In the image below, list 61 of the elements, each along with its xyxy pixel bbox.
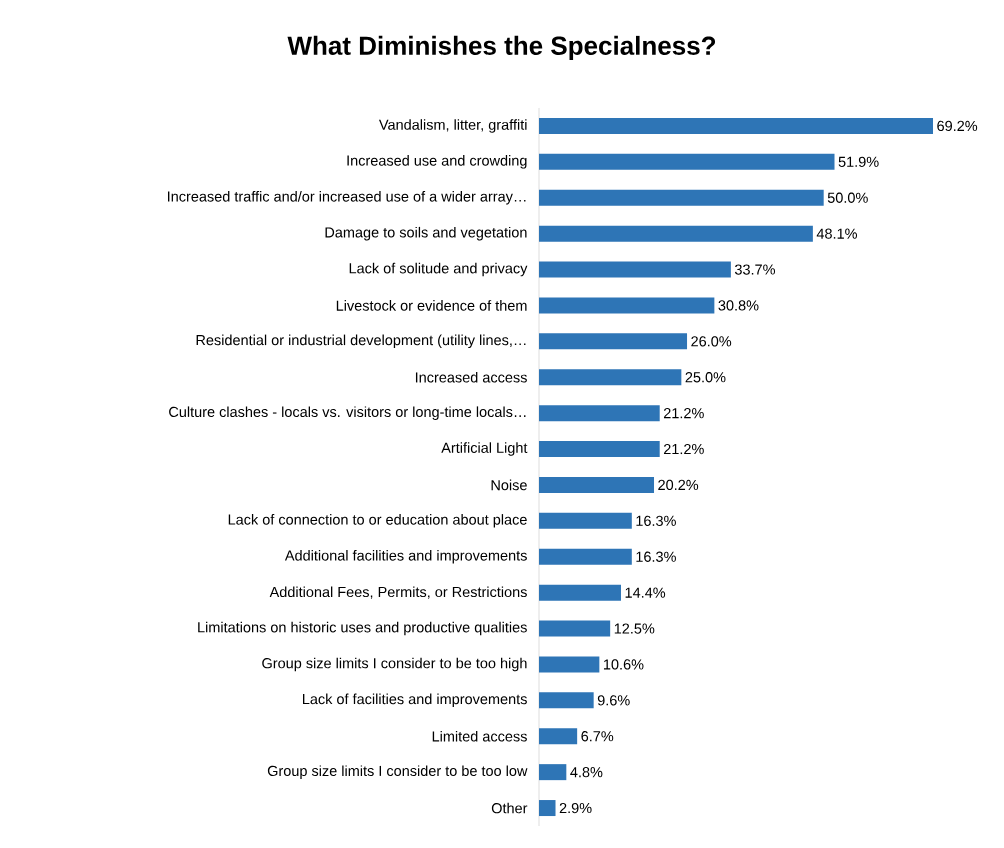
y-tick-label: Additional facilities and improvements — [284, 549, 527, 564]
y-tick-label: Livestock or evidence of them — [336, 300, 527, 311]
y-tick-label: Increased traffic and/or increased use of a wider array… — [168, 190, 526, 205]
y-tick-label: Group size limits I consider to be too low — [267, 765, 528, 779]
chart-title: What Diminishes the Specialness? — [287, 35, 716, 61]
bar — [539, 512, 632, 529]
data-label: 20.2% — [658, 479, 699, 491]
data-label: 14.4% — [625, 587, 666, 598]
y-tick-label: Lack of connection to or education about place — [228, 514, 527, 528]
data-label: 21.2% — [663, 408, 704, 419]
bar — [539, 189, 824, 206]
y-tick-label: Culture clashes - locals vs. visitors or long-time locals… — [169, 406, 526, 420]
bar — [539, 153, 835, 170]
bar — [539, 476, 655, 493]
data-label: 21.2% — [663, 443, 704, 455]
data-label: 4.8% — [570, 767, 603, 778]
y-tick-label: Lack of facilities and improvements — [303, 693, 527, 708]
data-label: 2.9% — [559, 802, 592, 814]
bar — [539, 117, 934, 134]
y-tick-label: Additional Fees, Permits, or Restrictions — [269, 586, 527, 599]
data-label: 26.0% — [691, 336, 732, 347]
data-label: 50.0% — [827, 192, 868, 203]
data-label: 16.3% — [636, 551, 676, 562]
bar — [539, 692, 594, 709]
y-tick-label: Lack of solitude and privacy — [349, 262, 528, 277]
y-tick-label: Damage to soils and vegetation — [325, 226, 527, 241]
y-tick-label: Other — [491, 802, 528, 814]
y-tick-label: Residential or industrial development (utility lines,… — [196, 334, 526, 349]
bar — [539, 225, 813, 242]
y-tick-label: Artificial Light — [441, 442, 528, 456]
y-tick-label: Increased access — [415, 371, 527, 383]
data-label: 12.5% — [614, 623, 655, 634]
y-tick-label: Increased use and crowding — [347, 155, 527, 169]
bar — [539, 405, 660, 422]
y-tick-label: Vandalism, litter, graffiti — [378, 119, 527, 133]
bar — [539, 800, 556, 817]
data-label: 25.0% — [685, 372, 726, 383]
y-tick-label: Limitations on historic uses and productive qualities — [198, 621, 527, 636]
data-label: 48.1% — [816, 228, 858, 239]
bar — [539, 764, 567, 781]
bar — [539, 441, 660, 458]
data-label: 33.7% — [734, 264, 776, 275]
data-label: 9.6% — [597, 695, 630, 706]
y-tick-label: Group size limits I consider to be too high — [262, 657, 527, 672]
data-label: 30.8% — [718, 300, 759, 311]
data-label: 6.7% — [581, 731, 614, 742]
bar — [539, 620, 611, 637]
bar — [539, 656, 600, 673]
data-label: 16.3% — [636, 515, 676, 526]
data-label: 69.2% — [937, 120, 978, 132]
bar — [539, 333, 688, 350]
bar — [539, 548, 632, 565]
y-tick-label: Noise — [491, 479, 527, 491]
data-label: 10.6% — [603, 659, 644, 670]
bar — [539, 728, 578, 745]
bar — [539, 369, 682, 386]
data-label: 51.9% — [838, 156, 879, 167]
bar — [539, 261, 731, 278]
y-tick-label: Limited access — [432, 730, 527, 742]
bar — [539, 297, 715, 314]
bar — [539, 584, 621, 601]
